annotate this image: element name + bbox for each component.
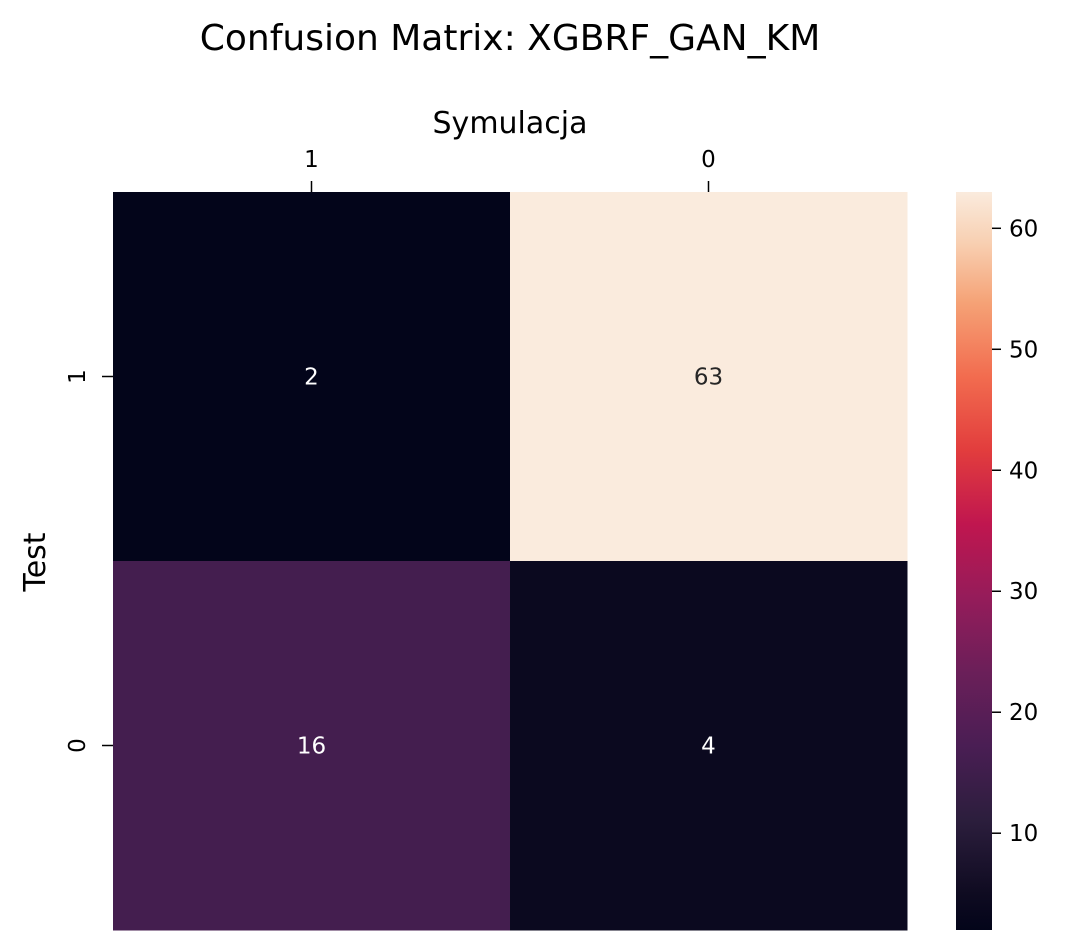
heatmap-cell	[510, 561, 908, 931]
x-tick-label: 1	[304, 147, 319, 173]
heatmap-cells	[113, 192, 908, 931]
cell-annotations: 2 63 16 4	[297, 365, 723, 760]
x-axis-label: Symulacja	[433, 106, 588, 141]
colorbar-tick-label: 50	[1009, 337, 1038, 363]
heatmap-cell	[113, 561, 511, 931]
y-tick-label: 1	[65, 369, 91, 384]
colorbar-tick-label: 60	[1009, 216, 1038, 242]
cell-annotation: 4	[701, 734, 716, 760]
cell-annotation: 16	[297, 734, 326, 760]
colorbar-tick-label: 10	[1009, 821, 1038, 847]
colorbar-tick-label: 30	[1009, 579, 1038, 605]
colorbar-tick-label: 20	[1009, 700, 1038, 726]
colorbar	[956, 192, 992, 930]
colorbar-ticks: 10 20 30 40 50 60	[992, 216, 1038, 847]
heatmap-cell	[510, 192, 908, 562]
chart-title: Confusion Matrix: XGBRF_GAN_KM	[200, 18, 821, 59]
heatmap-cell	[113, 192, 511, 562]
x-tick-label: 0	[701, 147, 716, 173]
y-axis-ticks: 10	[65, 369, 113, 753]
y-axis-label: Test	[18, 532, 53, 592]
cell-annotation: 63	[694, 365, 723, 391]
cell-annotation: 2	[304, 365, 319, 391]
y-tick-label: 0	[65, 738, 91, 753]
colorbar-tick-label: 40	[1009, 458, 1038, 484]
